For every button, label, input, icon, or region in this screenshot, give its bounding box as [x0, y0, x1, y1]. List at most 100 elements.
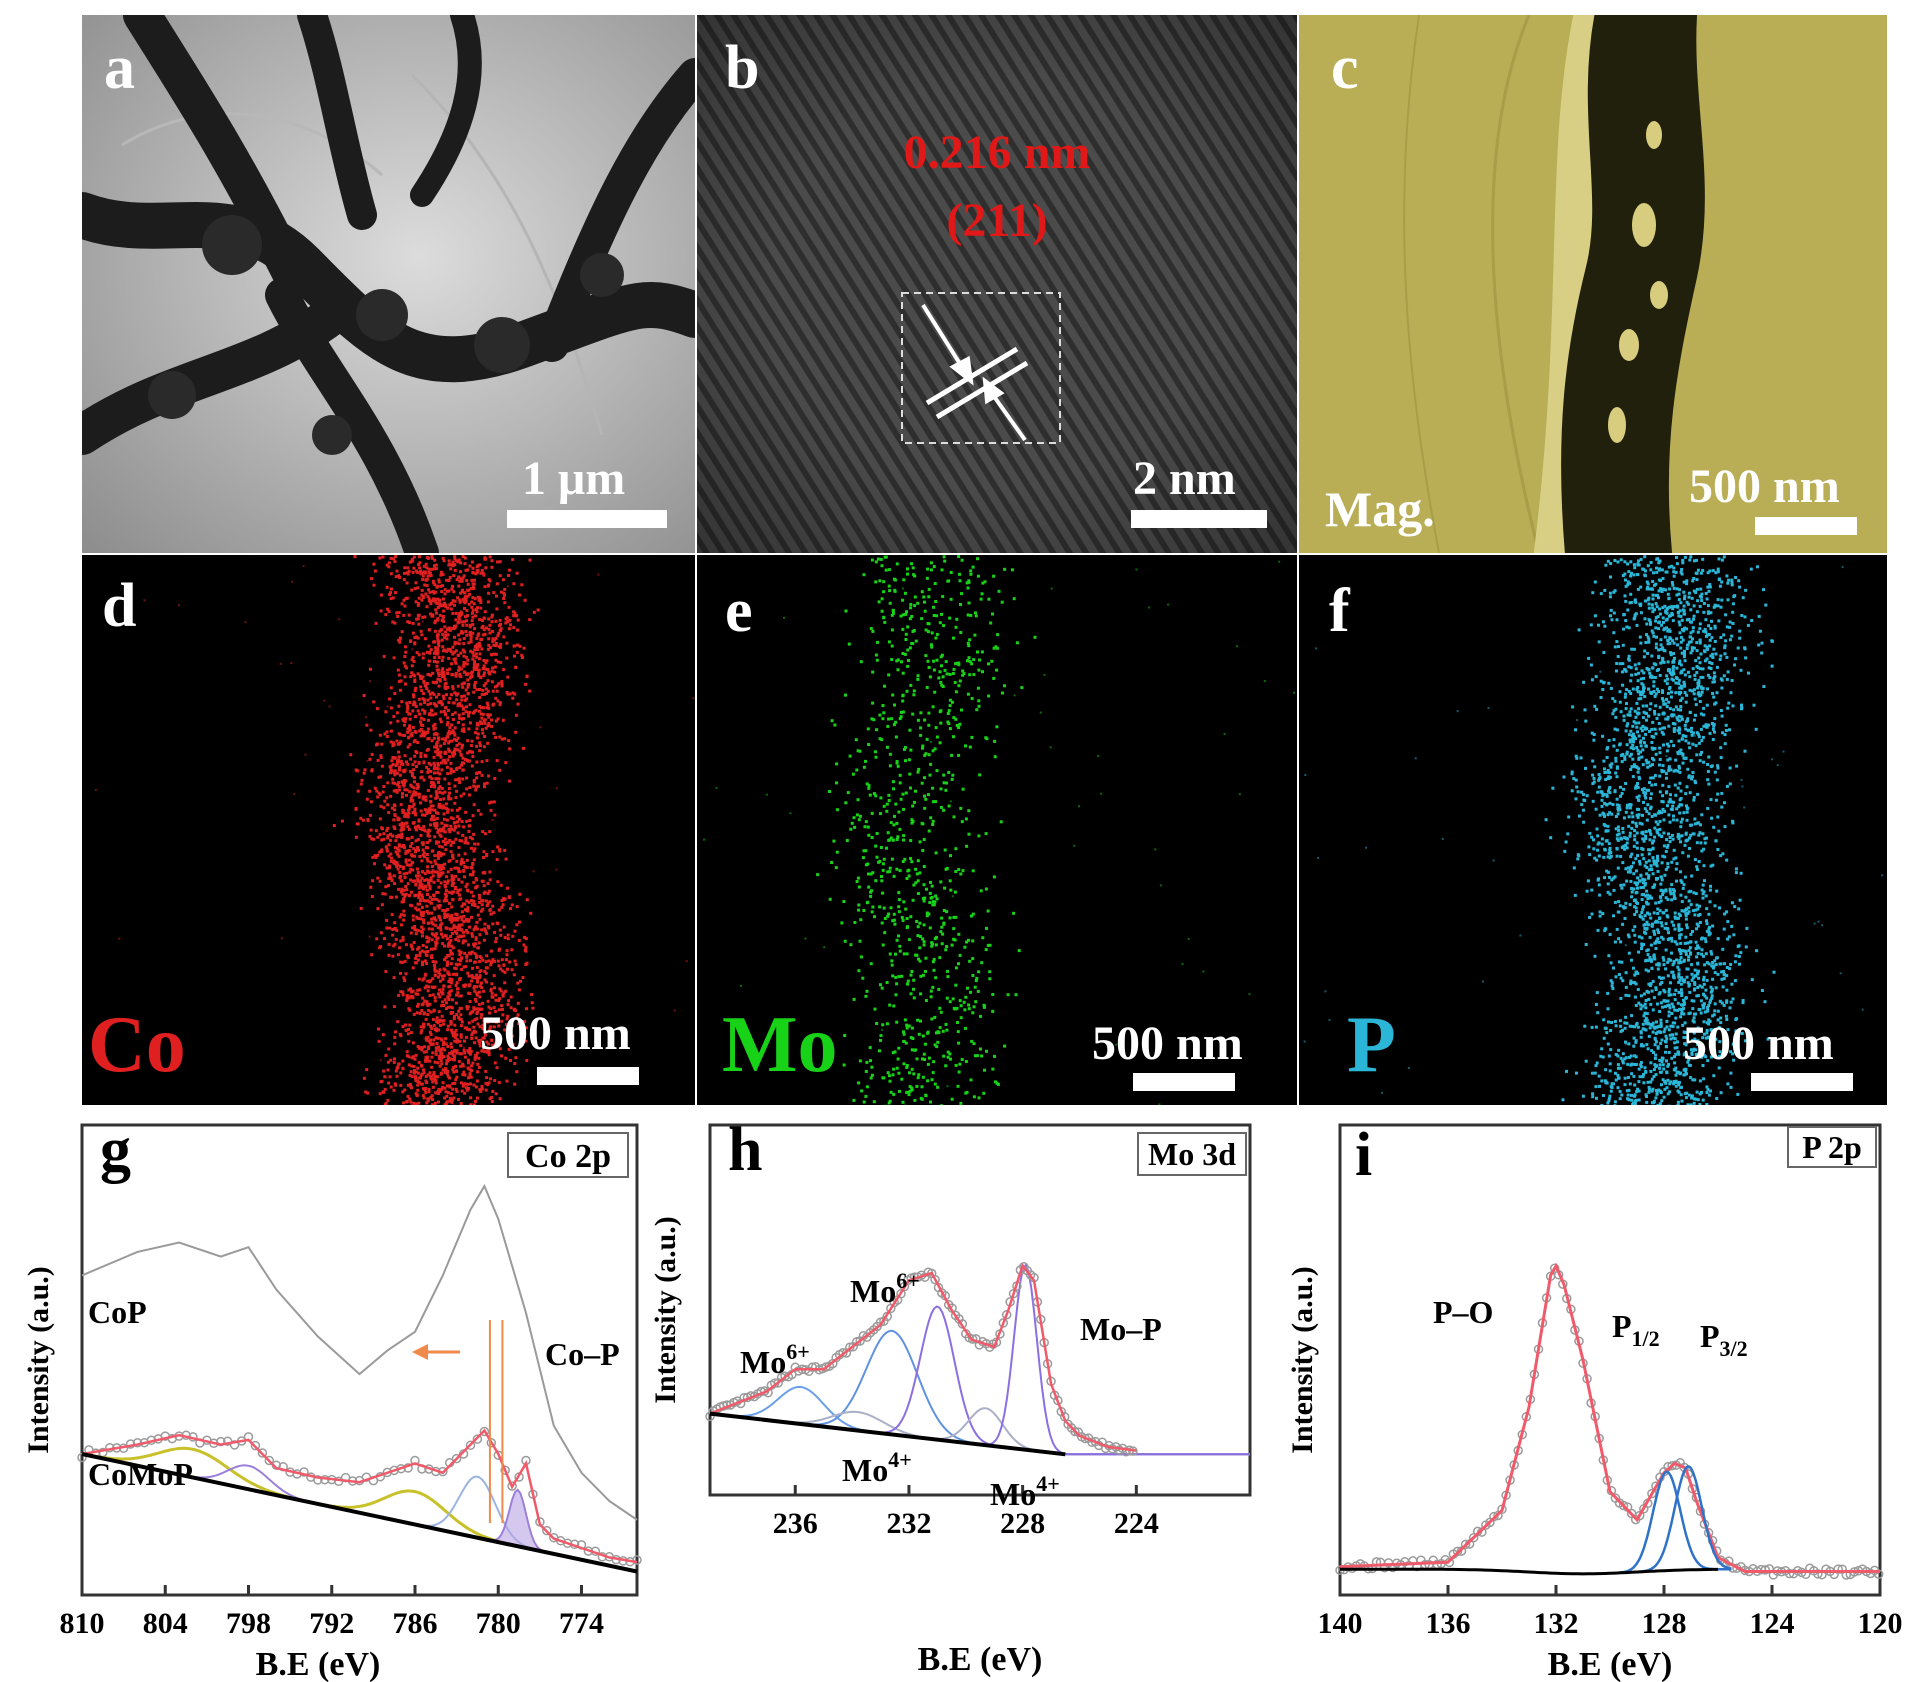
element-map-dot — [477, 893, 481, 897]
element-map-dot — [399, 971, 402, 975]
element-map-dot — [437, 840, 441, 844]
element-map-dot — [1700, 1049, 1704, 1052]
element-map-dot — [441, 759, 445, 763]
element-map-dot — [470, 764, 474, 768]
element-map-dot — [420, 770, 424, 774]
element-map-dot — [940, 916, 944, 920]
element-map-dot — [474, 997, 477, 1001]
element-map-dot — [385, 847, 389, 851]
element-map-dot — [498, 560, 502, 564]
element-map-dot — [1678, 803, 1682, 807]
element-map-dot — [828, 790, 831, 793]
element-map-dot — [437, 899, 441, 903]
element-map-dot — [404, 885, 408, 888]
element-map-dot — [879, 796, 883, 800]
element-map-dot — [472, 690, 476, 694]
element-map-dot — [482, 664, 486, 668]
element-map-dot — [902, 834, 906, 838]
element-map-dot — [496, 880, 500, 884]
element-map-dot — [406, 704, 410, 708]
element-map-dot — [490, 620, 494, 624]
element-map-dot — [451, 718, 455, 721]
element-map-dot — [440, 821, 444, 825]
element-map-dot — [934, 636, 938, 640]
element-map-dot — [1624, 619, 1628, 623]
element-map-dot — [420, 876, 424, 880]
element-map-dot — [1705, 919, 1708, 923]
element-map-dot — [454, 874, 458, 878]
element-map-dot — [493, 931, 497, 934]
element-map-dot — [1576, 790, 1580, 794]
element-map-dot — [1686, 941, 1690, 945]
element-map-dot — [1642, 1081, 1646, 1085]
element-map-dot — [1613, 1020, 1617, 1023]
element-map-dot — [452, 1050, 456, 1054]
element-map-dot — [462, 1048, 466, 1052]
element-map-dot — [867, 784, 871, 788]
element-map-dot — [789, 812, 792, 815]
element-map-dot — [398, 768, 401, 772]
element-map-dot — [962, 1000, 966, 1004]
element-map-dot — [1644, 791, 1648, 795]
element-map-dot — [464, 599, 468, 603]
element-map-dot — [448, 1099, 452, 1103]
element-map-dot — [492, 1020, 496, 1024]
element-map-dot — [402, 661, 406, 665]
element-map-dot — [975, 708, 979, 712]
element-map-dot — [467, 1067, 471, 1071]
element-map-dot — [491, 1089, 495, 1093]
element-map-dot — [463, 875, 466, 879]
element-map-dot — [384, 970, 388, 973]
element-map-dot — [432, 755, 436, 759]
element-map-dot — [1187, 938, 1190, 940]
element-map-dot — [396, 1020, 400, 1024]
element-map-dot — [427, 689, 431, 693]
element-map-dot — [879, 1034, 883, 1038]
element-map-dot — [413, 854, 417, 858]
element-map-dot — [411, 1055, 415, 1059]
element-map-dot — [438, 1064, 442, 1068]
element-map-dot — [391, 620, 395, 624]
element-map-dot — [437, 644, 441, 648]
element-map-dot — [1639, 886, 1643, 890]
element-map-dot — [875, 1022, 879, 1025]
element-map-dot — [421, 853, 425, 857]
element-map-dot — [433, 965, 437, 969]
element-map-dot — [416, 672, 420, 676]
element-map-dot — [423, 583, 427, 587]
element-map-dot — [959, 631, 963, 634]
element-map-dot — [323, 699, 326, 702]
element-map-dot — [475, 776, 479, 780]
element-map-dot — [471, 651, 475, 654]
element-map-dot — [1664, 868, 1668, 872]
element-map-dot — [493, 652, 496, 656]
element-map-dot — [1708, 1001, 1712, 1004]
element-map-dot — [967, 656, 971, 660]
element-map-dot — [462, 727, 466, 731]
element-map-dot — [429, 770, 433, 773]
element-map-dot — [467, 974, 471, 978]
element-map-dot — [954, 870, 958, 873]
element-map-dot — [494, 652, 498, 656]
element-map-dot — [445, 915, 449, 919]
element-map-dot — [1672, 894, 1676, 898]
element-map-dot — [1641, 716, 1645, 720]
element-map-dot — [424, 637, 427, 641]
element-map-dot — [425, 962, 429, 965]
element-map-dot — [402, 578, 406, 582]
element-map-dot — [424, 1058, 428, 1062]
element-map-dot — [448, 791, 451, 795]
element-map-dot — [452, 574, 456, 578]
element-map-dot — [418, 561, 422, 565]
element-map-dot — [481, 958, 485, 962]
element-map-dot — [452, 1066, 455, 1069]
element-map-dot — [959, 806, 963, 810]
element-map-dot — [441, 987, 445, 991]
element-map-dot — [435, 704, 438, 708]
element-map-dot — [1621, 643, 1625, 647]
element-map-dot — [494, 719, 498, 723]
element-map-dot — [395, 771, 399, 775]
element-map-dot — [1644, 641, 1648, 644]
element-map-dot — [455, 698, 459, 702]
element-map-dot — [922, 923, 926, 927]
